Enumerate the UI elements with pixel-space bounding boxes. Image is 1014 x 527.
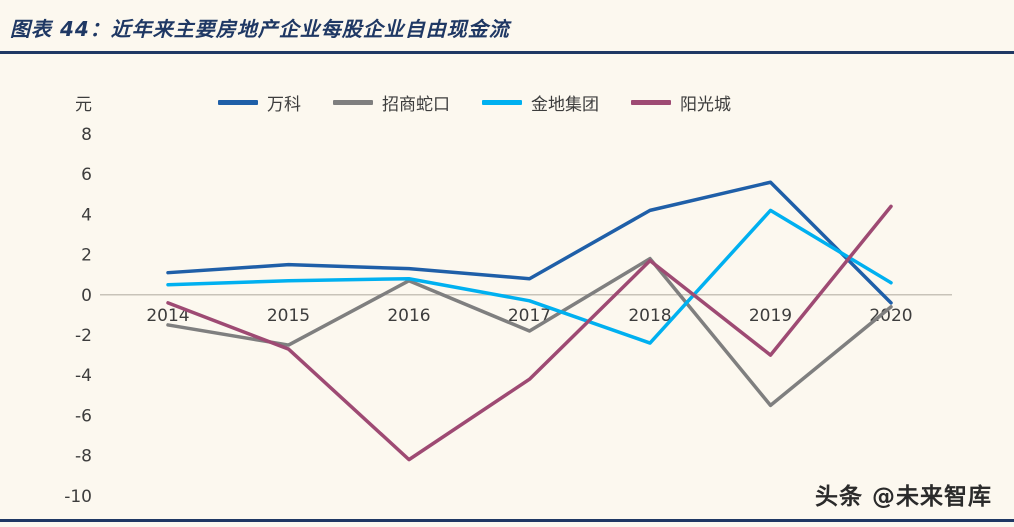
y-axis-tick-label: 8 bbox=[81, 125, 92, 145]
x-axis-tick-label: 2017 bbox=[508, 306, 551, 326]
series-line-招商蛇口 bbox=[166, 256, 893, 408]
x-axis-tick-label: 2019 bbox=[749, 306, 792, 326]
legend-label: 万科 bbox=[267, 94, 301, 115]
y-axis-tick-label: 0 bbox=[81, 286, 92, 306]
chart-title: 图表 44：近年来主要房地产企业每股企业自由现金流 bbox=[10, 17, 510, 41]
y-axis-unit-label: 元 bbox=[75, 94, 92, 115]
legend-line-swatch bbox=[631, 99, 671, 105]
y-axis-tick-label: -8 bbox=[75, 447, 92, 467]
chart-canvas: 8 6 4 2 0 -2 -4 -6 -8 -10 2014 2015 2016 2017 2018 2019… bbox=[0, 114, 1014, 514]
legend-label: 招商蛇口 bbox=[382, 94, 450, 115]
x-axis-tick-label: 2020 bbox=[869, 306, 912, 326]
x-axis-tick-label: 2016 bbox=[387, 306, 430, 326]
legend-item: 金地集团 bbox=[482, 90, 599, 115]
y-axis-tick-label: 6 bbox=[81, 165, 92, 185]
series-line-金地集团 bbox=[166, 208, 893, 345]
bottom-divider bbox=[0, 519, 1014, 522]
series-line-阳光城 bbox=[166, 204, 893, 462]
y-axis-tick-label: -6 bbox=[75, 406, 92, 426]
x-axis-tick-label: 2018 bbox=[628, 306, 671, 326]
chart-plot: 8 6 4 2 0 -2 -4 -6 -8 -10 2014 2015 2016 2017 2018 2019… bbox=[64, 125, 952, 507]
legend-line-swatch bbox=[333, 99, 373, 105]
x-axis-tick-label: 2014 bbox=[146, 306, 189, 326]
y-axis-tick-label: -10 bbox=[64, 487, 92, 507]
watermark: 头条 @未来智库 bbox=[814, 484, 992, 510]
y-axis-tick-label: -4 bbox=[75, 366, 92, 386]
legend: 万科 招商蛇口 金地集团 阳光城 bbox=[218, 90, 731, 115]
legend-label: 金地集团 bbox=[531, 94, 599, 115]
chart-header: 图表 44：近年来主要房地产企业每股企业自由现金流 bbox=[0, 0, 1014, 51]
legend-label: 阳光城 bbox=[680, 94, 731, 115]
y-axis-tick-label: 4 bbox=[81, 205, 92, 225]
legend-line-swatch bbox=[218, 99, 258, 105]
x-axis-tick-label: 2015 bbox=[267, 306, 310, 326]
legend-item: 阳光城 bbox=[631, 90, 731, 115]
series-line-万科 bbox=[166, 180, 893, 305]
y-axis-tick-label: 2 bbox=[81, 246, 92, 266]
legend-row: 元 万科 招商蛇口 金地集团 阳光城 bbox=[0, 90, 1014, 115]
title-divider bbox=[0, 51, 1014, 54]
legend-item: 万科 bbox=[218, 90, 301, 115]
y-axis-tick-label: -2 bbox=[75, 326, 92, 346]
legend-line-swatch bbox=[482, 99, 522, 105]
legend-item: 招商蛇口 bbox=[333, 90, 450, 115]
